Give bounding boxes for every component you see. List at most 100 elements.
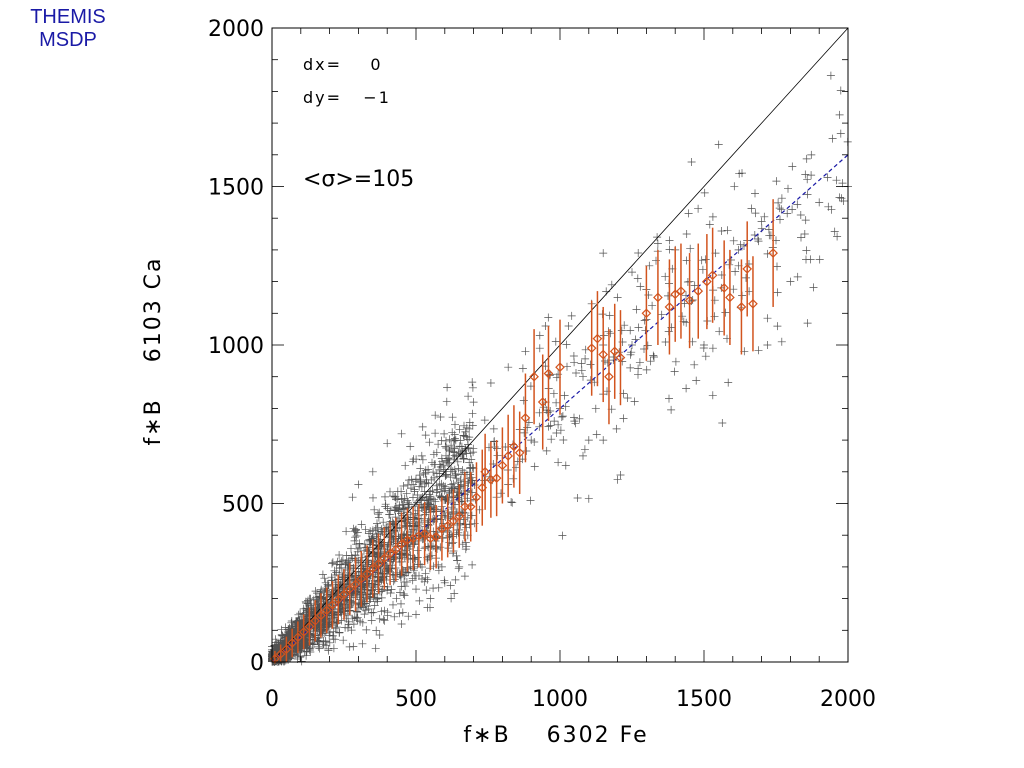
binned-point	[293, 621, 303, 654]
binned-point	[609, 303, 620, 399]
axis-ticks	[271, 27, 849, 663]
binned-point	[465, 471, 476, 542]
binned-point	[641, 265, 652, 361]
diamond-marker	[609, 346, 620, 357]
diamond-marker	[719, 283, 730, 293]
binned-point	[768, 199, 778, 307]
binned-point	[514, 411, 525, 494]
diamond-marker	[287, 638, 298, 648]
diamond-marker	[480, 466, 490, 477]
diamond-marker	[676, 286, 686, 296]
binned-point	[448, 489, 459, 553]
diamond-marker	[543, 368, 554, 379]
diamond-marker	[304, 621, 315, 632]
binned-point	[604, 329, 614, 425]
diamond-marker	[316, 610, 326, 621]
binned-point	[615, 310, 626, 406]
diamond-marker	[379, 553, 390, 564]
binned-point	[471, 462, 482, 533]
binned-point	[310, 600, 321, 642]
diamond-marker	[431, 531, 442, 542]
x-tick-label: 1000	[532, 687, 588, 712]
diamond-marker	[693, 286, 704, 296]
y-tick-label: 1000	[208, 334, 264, 359]
x-tick-label: 0	[265, 687, 279, 712]
binned-point	[719, 240, 730, 336]
diamond-marker	[768, 248, 778, 258]
diamond-marker	[503, 451, 514, 461]
diamond-marker	[465, 501, 476, 512]
binned-point	[537, 354, 548, 450]
diamond-marker	[670, 289, 681, 300]
diamond-marker	[497, 460, 508, 471]
diamond-marker	[725, 292, 735, 303]
binned-point	[725, 249, 735, 345]
binned-point	[316, 593, 326, 638]
binned-point	[684, 253, 695, 349]
binned-point	[480, 433, 490, 510]
binned-point	[373, 533, 384, 594]
binned-point	[385, 521, 395, 586]
x-tick-label: 500	[395, 687, 437, 712]
binned-point	[454, 484, 465, 548]
diamond-marker	[520, 413, 531, 423]
instrument-label: THEMIS MSDP	[20, 6, 116, 52]
binned-point	[707, 227, 718, 323]
diamond-marker	[293, 632, 303, 643]
diamond-marker	[653, 292, 663, 303]
binned-point	[491, 440, 502, 517]
binned-point	[437, 497, 447, 561]
y-tick-label: 1500	[208, 176, 264, 201]
dy-annotation: dy= −1	[303, 88, 391, 107]
diamond-marker	[339, 589, 349, 600]
x-tick-label: 1500	[676, 687, 732, 712]
diamond-marker	[385, 548, 395, 559]
diamond-marker	[555, 362, 565, 373]
sigma-annotation: <σ>=105	[303, 167, 414, 192]
binned-point	[362, 545, 372, 603]
binned-point	[275, 644, 286, 662]
binned-point	[327, 581, 338, 629]
diamond-marker	[321, 605, 332, 616]
diamond-marker	[702, 276, 712, 287]
diamond-marker	[344, 584, 355, 594]
binned-point	[379, 527, 390, 590]
diamond-marker	[491, 473, 502, 483]
diamond-marker	[592, 333, 603, 344]
binned-point	[298, 614, 309, 650]
binned-point	[350, 557, 361, 612]
diamond-marker	[396, 539, 407, 549]
binned-point	[497, 427, 508, 504]
x-tick-label: 2000	[820, 687, 876, 712]
diamond-marker	[604, 371, 614, 382]
diamond-marker	[529, 371, 539, 382]
y-tick-labels: 0 500 1000 1500 2000	[208, 17, 264, 676]
binned-point	[509, 405, 519, 488]
binned-point	[503, 414, 514, 498]
x-axis-title: f∗B 6302 Fe	[463, 723, 648, 748]
binned-point	[664, 259, 675, 355]
binned-point	[543, 325, 554, 422]
binned-point	[287, 628, 298, 658]
binned-point	[693, 243, 704, 339]
binned-point	[356, 551, 367, 607]
y-tick-label: 2000	[208, 17, 264, 42]
diamond-marker	[641, 308, 652, 319]
binned-point	[333, 574, 344, 625]
binned-point	[676, 243, 686, 339]
binned-point	[742, 221, 753, 317]
diamond-marker	[362, 569, 372, 579]
binned-point	[702, 234, 712, 330]
diamond-marker	[367, 563, 378, 574]
y-tick-label: 500	[222, 493, 264, 518]
binned-point	[586, 300, 597, 396]
instrument-mode: MSDP	[39, 29, 97, 51]
binned-point	[442, 493, 453, 558]
binned-point	[304, 607, 315, 646]
binned-point	[520, 373, 531, 463]
binned-point	[592, 291, 603, 387]
binned-point	[748, 256, 758, 352]
binned-point	[529, 329, 539, 425]
dx-annotation: dx= 0	[303, 55, 383, 74]
